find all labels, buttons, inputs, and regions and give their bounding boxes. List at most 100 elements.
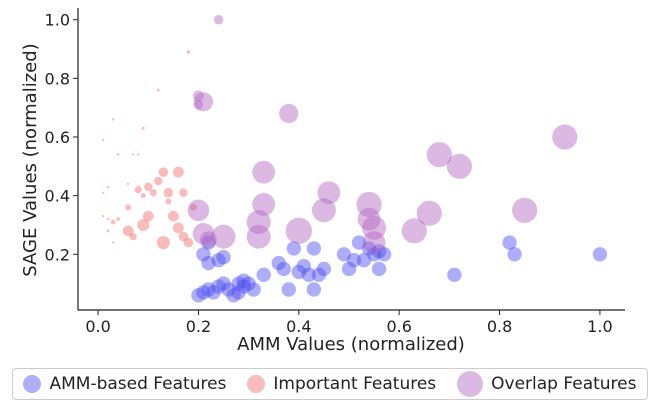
- data-point: [106, 217, 110, 221]
- data-point: [116, 217, 120, 221]
- data-point: [221, 282, 236, 297]
- data-point: [552, 124, 578, 150]
- data-point: [142, 210, 154, 222]
- data-point: [446, 153, 472, 179]
- data-point: [129, 233, 137, 241]
- data-point: [140, 193, 146, 199]
- data-point: [236, 273, 251, 288]
- data-point: [137, 218, 150, 231]
- data-point: [276, 261, 291, 277]
- data-point: [357, 207, 381, 231]
- data-point: [134, 186, 142, 194]
- data-point: [158, 167, 169, 177]
- legend-item-important: Important Features: [247, 374, 436, 394]
- data-point: [356, 191, 382, 218]
- data-point: [106, 185, 110, 189]
- data-point: [252, 193, 276, 216]
- data-point: [241, 276, 256, 291]
- data-point: [183, 237, 194, 248]
- data-point: [311, 198, 336, 223]
- data-point: [106, 229, 110, 233]
- x-axis-label: AMM Values (normalized): [237, 334, 465, 355]
- data-point: [281, 282, 296, 297]
- data-point: [356, 252, 372, 268]
- legend-label-overlap: Overlap Features: [491, 374, 637, 394]
- series-1: [101, 50, 198, 250]
- data-point: [306, 241, 322, 256]
- data-point: [111, 118, 115, 121]
- data-point: [189, 203, 198, 211]
- data-point: [193, 99, 204, 110]
- legend-swatch-overlap: [457, 371, 484, 397]
- data-point: [291, 264, 307, 280]
- x-tick-label: 0.8: [487, 317, 512, 336]
- data-point: [191, 288, 206, 303]
- data-point: [125, 204, 132, 211]
- data-point: [286, 241, 301, 256]
- data-point: [336, 247, 352, 262]
- data-point: [156, 235, 170, 250]
- data-point: [226, 288, 241, 303]
- data-point: [371, 244, 387, 259]
- data-point: [447, 267, 462, 283]
- data-point: [216, 250, 231, 265]
- y-axis-label: SAGE Values (normalized): [20, 43, 41, 276]
- data-point: [165, 198, 172, 205]
- data-point: [362, 231, 386, 254]
- legend-label-amm: AMM-based Features: [49, 374, 227, 394]
- data-point: [246, 282, 261, 297]
- data-point: [316, 261, 332, 277]
- data-point: [252, 160, 276, 184]
- data-point: [172, 222, 184, 234]
- data-point: [167, 210, 179, 222]
- series-2: [187, 14, 578, 254]
- data-point: [132, 153, 135, 156]
- data-point: [196, 247, 211, 262]
- data-point: [361, 241, 377, 256]
- data-point: [246, 210, 271, 235]
- legend: AMM-based Features Important Features Ov…: [12, 368, 648, 400]
- legend-item-amm: AMM-based Features: [23, 374, 226, 394]
- data-point: [346, 252, 362, 268]
- data-point: [301, 267, 317, 283]
- data-point: [401, 218, 427, 244]
- x-tick-label: 0.0: [85, 317, 110, 336]
- data-point: [351, 235, 367, 250]
- data-point: [179, 188, 188, 197]
- data-point: [149, 189, 157, 197]
- data-point: [193, 92, 214, 112]
- data-point: [371, 261, 387, 277]
- data-point: [231, 285, 246, 300]
- data-point: [311, 267, 327, 283]
- series-0: [191, 235, 608, 303]
- data-point: [101, 214, 105, 218]
- data-point: [366, 247, 382, 262]
- data-point: [141, 126, 145, 130]
- x-tick-label: 0.6: [386, 317, 411, 336]
- data-point: [196, 285, 211, 300]
- data-point: [279, 103, 299, 124]
- data-point: [285, 217, 313, 245]
- x-ticks: 0.0 0.2 0.4 0.6 0.8 1.0: [85, 310, 613, 336]
- data-point: [187, 199, 210, 222]
- data-point: [592, 247, 608, 262]
- y-tick-label: 0.8: [45, 69, 70, 88]
- data-point: [231, 276, 246, 291]
- data-point: [317, 181, 341, 205]
- data-point: [426, 142, 452, 168]
- data-point: [271, 255, 286, 271]
- data-point: [200, 231, 217, 249]
- points-layer: [101, 14, 608, 303]
- data-point: [376, 247, 392, 262]
- data-point: [341, 261, 357, 277]
- data-point: [116, 153, 120, 156]
- data-point: [186, 50, 191, 54]
- data-point: [101, 191, 105, 194]
- data-point: [201, 255, 216, 271]
- data-point: [507, 247, 522, 262]
- y-tick-label: 0.2: [45, 245, 70, 264]
- data-point: [306, 282, 322, 297]
- data-point: [211, 252, 226, 268]
- data-point: [172, 166, 184, 178]
- data-point: [362, 215, 387, 240]
